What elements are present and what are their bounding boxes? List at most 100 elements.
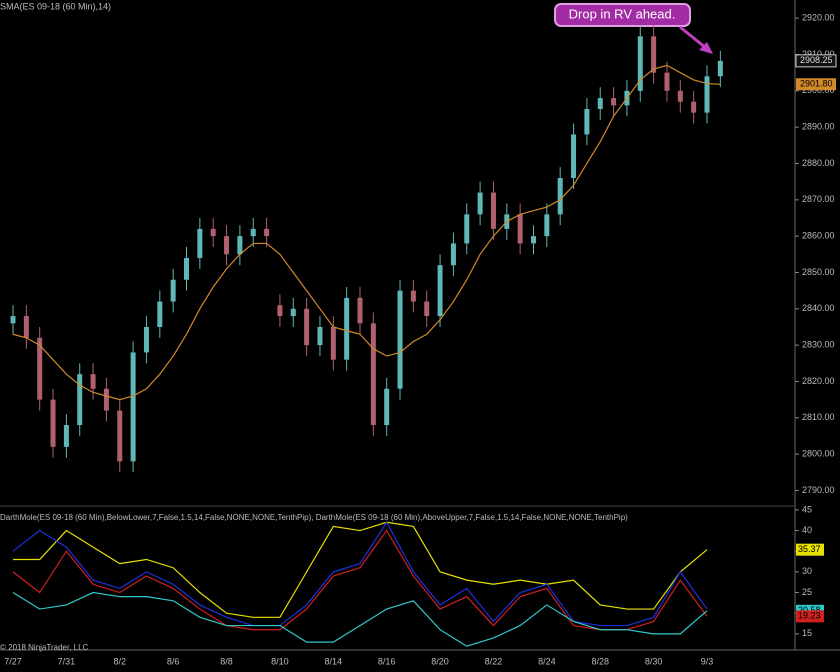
y-tick-label: 30	[802, 566, 812, 576]
candle-body	[677, 90, 683, 102]
candle-body	[704, 76, 710, 113]
sma-price-box	[796, 78, 836, 91]
candle-body	[37, 337, 43, 400]
x-tick-label: 9/3	[701, 656, 714, 666]
x-tick-label: 7/27	[4, 656, 22, 666]
candle-body	[424, 301, 430, 317]
candle-body	[584, 108, 590, 135]
candle-body	[63, 425, 69, 447]
annotation-arrow	[679, 25, 707, 50]
candle-body	[691, 101, 697, 113]
candle-body	[357, 297, 363, 324]
candle-body	[611, 98, 617, 106]
lower-title: DarthMole(ES 09-18 (60 Min),BelowLower,7…	[0, 513, 628, 522]
indicator-line	[12, 521, 708, 627]
value-box	[796, 610, 824, 623]
candle-body	[544, 214, 550, 237]
candle-body	[224, 236, 230, 255]
candle-body	[317, 326, 323, 346]
indicator-line	[13, 521, 708, 618]
candle-body	[50, 399, 56, 447]
value-label: 35.37	[798, 544, 821, 554]
candle-body	[531, 236, 536, 244]
value-box	[796, 543, 824, 556]
candle-body	[117, 410, 123, 462]
last-price-label: 2908.25	[800, 55, 833, 65]
candle-body	[143, 326, 149, 353]
candle-body	[664, 72, 670, 91]
candle-body	[637, 36, 643, 91]
x-tick-label: 8/28	[591, 656, 609, 666]
candle-body	[157, 301, 163, 327]
y-tick-label: 2820.00	[802, 376, 835, 386]
x-tick-label: 8/14	[325, 656, 343, 666]
candle-body	[397, 290, 403, 389]
candle-body	[410, 290, 416, 302]
candle-body	[237, 236, 243, 255]
y-tick-label: 2810.00	[802, 412, 835, 422]
x-tick-label: 8/24	[538, 656, 556, 666]
y-tick-label: 2850.00	[802, 267, 835, 277]
y-tick-label: 25	[802, 587, 812, 597]
candle-body	[264, 228, 270, 237]
candle-body	[103, 388, 109, 411]
candle-body	[651, 36, 657, 73]
candle-body	[370, 323, 376, 426]
candle-body	[384, 388, 390, 426]
candle-body	[210, 228, 216, 237]
candle-body	[10, 316, 16, 324]
x-tick-label: 7/31	[58, 656, 76, 666]
y-tick-label: 2880.00	[802, 158, 835, 168]
y-tick-label: 2830.00	[802, 340, 835, 350]
candle-body	[290, 308, 296, 317]
candle-body	[717, 60, 723, 77]
y-tick-label: 2920.00	[802, 13, 835, 23]
candle-body	[23, 316, 29, 338]
candle-body	[304, 308, 310, 346]
candle-body	[184, 257, 189, 280]
candle-body	[477, 192, 483, 215]
indicator-line	[12, 529, 708, 631]
candle-body	[571, 134, 577, 179]
y-tick-label: 2800.00	[802, 449, 835, 459]
candle-body	[197, 228, 203, 258]
y-tick-label: 2870.00	[802, 194, 835, 204]
x-tick-label: 8/2	[114, 656, 127, 666]
annotation-arrowhead	[699, 42, 713, 54]
y-tick-label: 40	[802, 525, 812, 535]
x-tick-label: 8/20	[431, 656, 449, 666]
upper-title: SMA(ES 09-18 (60 Min),14)	[0, 1, 111, 11]
x-tick-label: 8/8	[220, 656, 233, 666]
candle-body	[250, 228, 256, 237]
x-tick-label: 8/30	[645, 656, 663, 666]
value-label: 19.23	[798, 611, 821, 621]
candle-body	[557, 178, 563, 215]
candle-body	[330, 326, 336, 360]
candle-body	[437, 265, 443, 317]
last-price-box	[795, 54, 837, 68]
candle-body	[77, 374, 83, 426]
candle-body	[344, 297, 350, 360]
x-tick-label: 8/16	[378, 656, 396, 666]
candle-body	[90, 374, 96, 389]
y-tick-label: 15	[802, 628, 812, 638]
y-tick-label: 2790.00	[802, 485, 835, 495]
x-tick-label: 8/10	[271, 656, 289, 666]
y-tick-label: 2910.00	[802, 49, 835, 59]
y-tick-label: 2890.00	[802, 122, 835, 132]
indicator-line	[12, 591, 708, 647]
candle-body	[170, 279, 176, 302]
x-tick-label: 8/6	[167, 656, 180, 666]
candle-body	[517, 214, 523, 244]
annotation-box	[554, 3, 691, 27]
copyright: © 2018 NinjaTrader, LLC	[0, 643, 89, 652]
x-tick-label: 8/22	[485, 656, 503, 666]
candle-body	[597, 98, 603, 109]
annotation: Drop in RV ahead.	[569, 6, 676, 21]
candle-body	[450, 243, 456, 266]
candle-body	[490, 192, 496, 229]
y-tick-label: 45	[802, 504, 812, 514]
